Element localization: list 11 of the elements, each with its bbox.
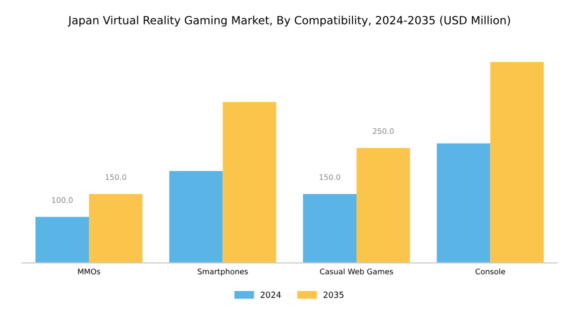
bar (222, 102, 276, 263)
legend-label: 2024 (260, 292, 281, 298)
bar (356, 148, 410, 263)
bar (35, 216, 89, 263)
bar (436, 143, 490, 263)
bar (169, 170, 223, 263)
bar (303, 194, 357, 263)
bar (490, 62, 544, 263)
chart-title: Japan Virtual Reality Gaming Market, By Compatibility, 2024-2035 (USD Million) (68, 16, 510, 27)
bar (88, 194, 142, 263)
legend-label: 2035 (324, 292, 344, 298)
